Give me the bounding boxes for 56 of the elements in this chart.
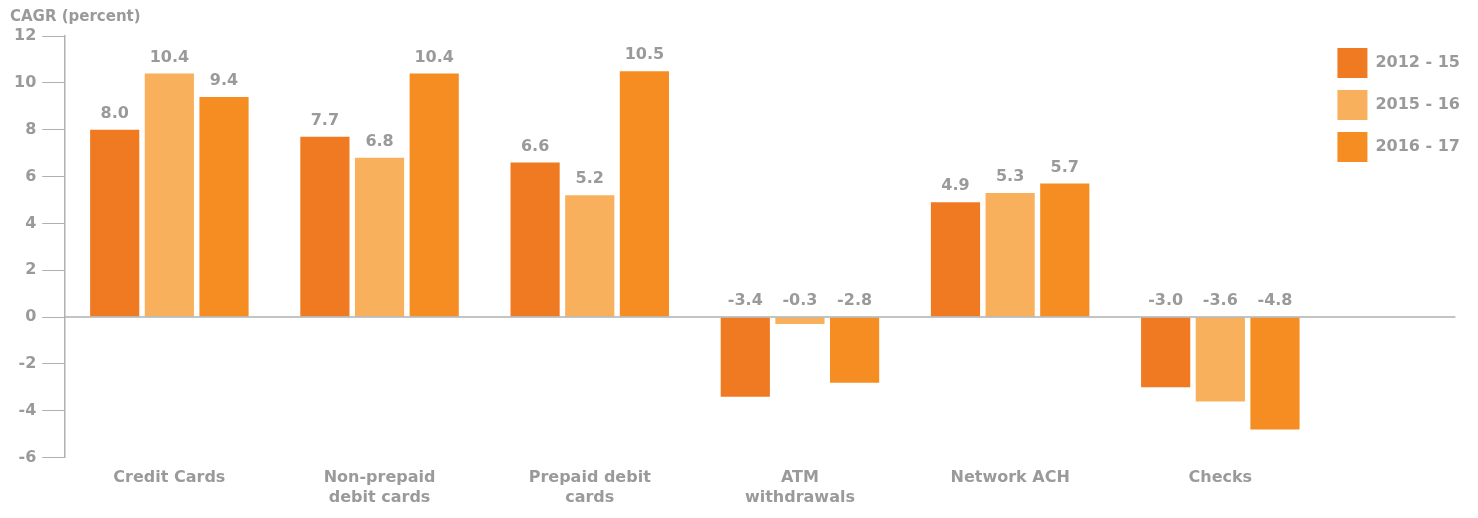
- y-tick-label: -2: [18, 353, 37, 373]
- data-label: 5.7: [1050, 156, 1079, 176]
- legend-label: 2012 - 15: [1375, 52, 1460, 72]
- bar: [1250, 317, 1300, 430]
- data-label: 5.3: [995, 166, 1025, 186]
- x-tick-label: ATM withdrawals: [744, 467, 855, 506]
- bar: [510, 162, 560, 317]
- bar: [830, 317, 880, 383]
- bar: [619, 71, 669, 317]
- bar: [565, 195, 615, 317]
- data-label: 5.2: [575, 168, 604, 188]
- data-label: -2.8: [837, 290, 873, 310]
- x-tick-label: Non-prepaid debit cards: [323, 467, 436, 506]
- data-label: -4.8: [1257, 290, 1293, 310]
- bar: [720, 317, 770, 397]
- data-label: -3.0: [1148, 290, 1184, 310]
- y-tick-label: 12: [14, 25, 37, 45]
- bar: [300, 136, 350, 317]
- y-tick-label: 8: [25, 118, 37, 138]
- x-tick-label: Credit Cards: [113, 467, 226, 487]
- y-axis-title: CAGR (percent): [10, 7, 141, 26]
- x-tick-label: Prepaid debit cards: [528, 467, 652, 506]
- data-label: 7.7: [310, 109, 340, 129]
- data-label: 8.0: [100, 102, 129, 122]
- bar: [354, 157, 405, 317]
- bar: [409, 73, 459, 317]
- data-label: 9.4: [209, 70, 239, 90]
- y-tick-label: 0: [25, 306, 37, 326]
- legend-label: 2015 - 16: [1375, 94, 1460, 114]
- data-label: 10.5: [624, 44, 665, 64]
- bar: [1040, 183, 1090, 317]
- data-label: -3.6: [1202, 290, 1238, 310]
- y-tick-label: -4: [18, 399, 37, 419]
- data-label: -0.3: [782, 290, 818, 310]
- y-tick-label: 10: [14, 72, 37, 91]
- bar: [199, 96, 249, 317]
- y-tick-label: -6: [18, 446, 37, 466]
- y-tick-label: 4: [25, 212, 37, 232]
- bar: [144, 73, 194, 317]
- bar: [930, 202, 981, 317]
- bar: [775, 317, 825, 325]
- data-label: 10.4: [149, 46, 190, 66]
- legend-label: 2016 - 17: [1375, 136, 1460, 156]
- x-tick-label: Network ACH: [950, 467, 1070, 487]
- data-label: -3.4: [727, 290, 763, 310]
- data-label: 6.8: [365, 130, 394, 150]
- bar: [90, 129, 140, 317]
- data-label: 6.6: [520, 135, 550, 155]
- bar: [1141, 317, 1191, 388]
- x-tick-label: Checks: [1188, 467, 1253, 487]
- bar: [1195, 317, 1245, 402]
- bar: [985, 192, 1035, 317]
- y-tick-label: 6: [25, 165, 37, 185]
- y-tick-label: 2: [25, 259, 37, 279]
- data-label: 4.9: [941, 175, 970, 195]
- data-label: 10.4: [414, 46, 454, 66]
